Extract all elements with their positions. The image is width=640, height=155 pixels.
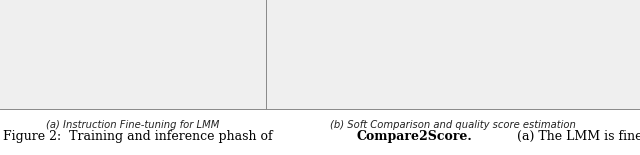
Text: (a) Instruction Fine-tuning for LMM: (a) Instruction Fine-tuning for LMM [46, 120, 220, 130]
Text: (a) The LMM is fine-tuned with: (a) The LMM is fine-tuned with [506, 130, 640, 143]
Text: Figure 2:  Training and inference phash of: Figure 2: Training and inference phash o… [3, 130, 276, 143]
FancyBboxPatch shape [0, 0, 640, 108]
Text: (b) Soft Comparison and quality score estimation: (b) Soft Comparison and quality score es… [330, 120, 576, 130]
Text: Compare2Score.: Compare2Score. [356, 130, 472, 143]
